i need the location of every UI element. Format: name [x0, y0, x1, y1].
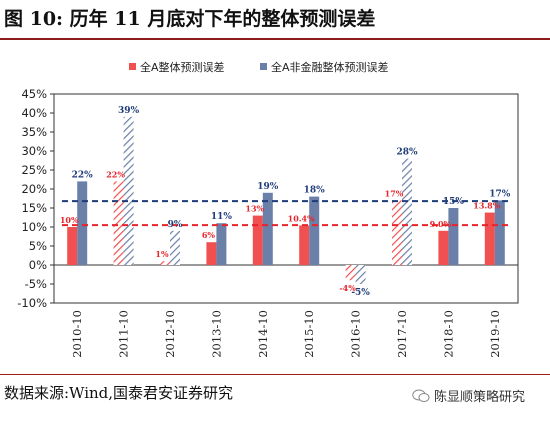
bar-non-financial: [309, 196, 320, 265]
bar-non-financial: [123, 116, 134, 265]
legend-label: 全A非金融整体预测误差: [271, 60, 389, 74]
data-label: 22%: [72, 170, 94, 180]
data-label: 17%: [489, 189, 511, 199]
legend-swatch: [260, 63, 267, 70]
x-tick-label: 2013-10: [209, 310, 223, 358]
bar-all-a: [392, 200, 402, 265]
x-tick-label: 2016-10: [349, 310, 363, 358]
chart-legend: 全A整体预测误差 全A非金融整体预测误差: [129, 60, 389, 74]
bar-series: [67, 116, 505, 284]
legend-label: 全A整体预测误差: [140, 60, 225, 74]
y-tick-label: 5%: [29, 239, 47, 253]
y-tick-label: 10%: [21, 220, 47, 234]
bar-all-a: [345, 265, 356, 281]
data-label: 18%: [304, 186, 326, 196]
data-label: -4%: [339, 283, 356, 293]
data-label: 9.0%: [430, 219, 452, 229]
bar-all-a: [113, 181, 124, 265]
bar-chart: 全A整体预测误差 全A非金融整体预测误差 45% 40% 35% 30% 25% 20% 15…: [17, 60, 519, 358]
data-label: -5%: [351, 288, 370, 298]
data-label: 17%: [385, 188, 404, 198]
data-label: 13.8%: [473, 201, 500, 211]
data-label: 1%: [155, 249, 169, 259]
bar-non-financial: [262, 192, 273, 265]
source-note: 数据来源:Wind,国泰君安证券研究: [4, 384, 234, 402]
data-label: 11%: [211, 212, 233, 222]
x-tick-label: 2012-10: [163, 310, 177, 358]
data-label: 19%: [257, 182, 279, 192]
footer-divider: [0, 374, 550, 375]
x-tick-label: 2019-10: [488, 310, 502, 358]
data-labels: 10% 22% 1% 6% 13% 10.4% -4% 17% 9.0% 13.8% 22% 39% 9…: [60, 106, 511, 298]
x-tick-label: 2018-10: [441, 310, 455, 358]
x-axis: 2010-10 2011-10 2012-10 2013-10 2014-10 2015-…: [70, 310, 502, 358]
bar-all-a: [206, 242, 217, 265]
wechat-icon: [412, 389, 430, 402]
y-tick-label: -5%: [25, 277, 47, 291]
y-tick-label: 20%: [21, 182, 47, 196]
y-tick-label: 40%: [21, 106, 47, 120]
brand-name: 陈显顺策略研究: [434, 390, 526, 405]
data-label: 15%: [443, 197, 465, 207]
reference-lines: [62, 200, 510, 227]
y-tick-label: 25%: [21, 163, 47, 177]
bar-all-a: [160, 261, 170, 265]
y-tick-label: 35%: [21, 125, 47, 139]
bar-non-financial: [77, 181, 88, 265]
legend-swatch: [129, 63, 136, 70]
data-label: 10%: [60, 215, 79, 225]
data-label: 22%: [106, 169, 125, 179]
y-tick-label: 15%: [21, 201, 47, 215]
x-tick-label: 2010-10: [70, 310, 84, 358]
x-tick-label: 2014-10: [256, 310, 270, 358]
bar-non-financial: [216, 223, 227, 265]
data-label: 28%: [396, 148, 418, 158]
x-tick-label: 2011-10: [117, 310, 131, 358]
data-label: 39%: [118, 106, 140, 116]
y-tick-label: 45%: [21, 87, 47, 101]
y-tick-label: 0%: [29, 258, 47, 272]
bar-all-a: [252, 215, 263, 265]
x-tick-label: 2015-10: [302, 310, 316, 358]
bar-all-a: [67, 227, 78, 265]
brand-watermark: 陈显顺策略研究: [412, 386, 525, 405]
data-label: 9%: [168, 220, 183, 230]
data-label: 10.4%: [288, 213, 315, 223]
bar-non-financial: [355, 265, 366, 284]
bar-all-a: [299, 225, 310, 265]
bar-non-financial: [494, 200, 505, 265]
title-divider: [0, 38, 550, 40]
bar-non-financial: [170, 230, 180, 265]
figure-title: 图 10: 历年 11 月底对下年的整体预测误差: [4, 8, 376, 30]
data-label: 6%: [202, 230, 216, 240]
plot-frame: [53, 93, 519, 304]
bar-all-a: [484, 212, 495, 265]
bar-non-financial: [402, 158, 412, 265]
data-label: 13%: [245, 204, 264, 214]
x-tick-label: 2017-10: [395, 310, 409, 358]
bar-all-a: [438, 230, 449, 265]
bar-non-financial: [448, 208, 459, 265]
y-tick-label: -10%: [17, 296, 47, 310]
y-tick-label: 30%: [21, 144, 47, 158]
